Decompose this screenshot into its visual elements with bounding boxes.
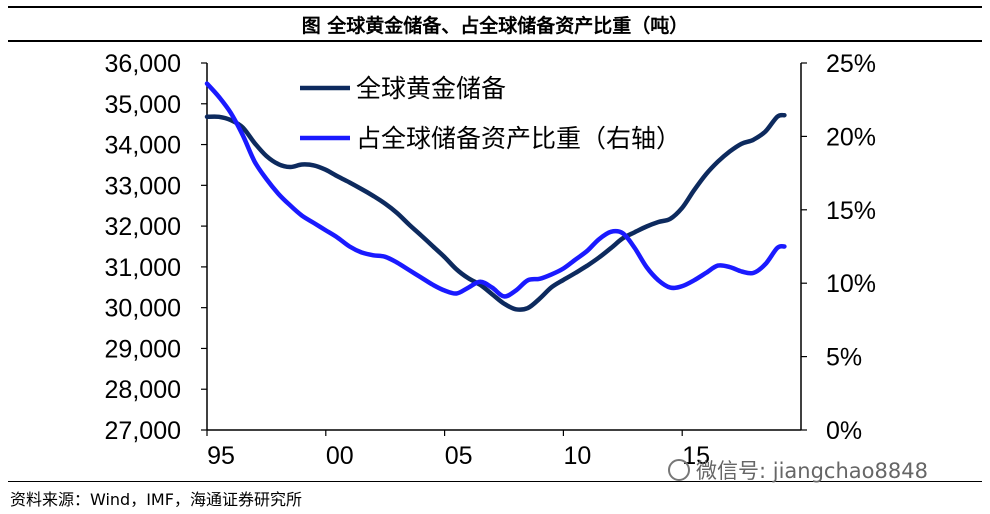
watermark: 微信号: jiangchao8848 xyxy=(668,455,928,485)
legend-label-reserve-share: 占全球储备资产比重（右轴） xyxy=(356,124,681,153)
series-line-reserve-share xyxy=(204,81,787,299)
x-tick-label: 05 xyxy=(445,442,473,470)
left-tick-label: 35,000 xyxy=(105,91,181,119)
lines-group xyxy=(204,81,787,312)
left-tick-label: 28,000 xyxy=(105,376,181,404)
wechat-icon xyxy=(668,459,690,481)
right-tick-label: 0% xyxy=(826,417,862,445)
left-tick-label: 31,000 xyxy=(105,254,181,282)
left-tick-label: 29,000 xyxy=(105,335,181,363)
source-note: 资料来源：Wind，IMF，海通证券研究所 xyxy=(10,490,302,509)
x-tick-label: 95 xyxy=(207,442,235,470)
left-tick-label: 36,000 xyxy=(105,50,181,78)
series-line-gold-reserves xyxy=(204,112,787,312)
right-tick-label: 5% xyxy=(826,344,862,372)
left-tick-label: 34,000 xyxy=(105,132,181,160)
right-tick-label: 10% xyxy=(826,270,876,298)
left-tick-label: 33,000 xyxy=(105,172,181,200)
right-tick-label: 25% xyxy=(826,50,876,78)
axes-group xyxy=(206,63,802,431)
x-tick-label: 00 xyxy=(326,442,354,470)
x-tick-label: 10 xyxy=(563,442,591,470)
footer-rule xyxy=(8,481,982,482)
right-tick-label: 20% xyxy=(826,123,876,151)
left-tick-label: 27,000 xyxy=(105,417,181,445)
left-tick-label: 30,000 xyxy=(105,295,181,323)
watermark-text: 微信号: jiangchao8848 xyxy=(696,459,928,483)
chart-title: 图 全球黄金储备、占全球储备资产比重（吨） xyxy=(8,6,982,42)
right-tick-label: 15% xyxy=(826,197,876,225)
legend-label-gold-reserves: 全球黄金储备 xyxy=(356,74,506,103)
ticks-group: 27,000 28,000 29,000 30,000 31,000 32,000 33,0… xyxy=(105,50,877,470)
left-tick-label: 32,000 xyxy=(105,213,181,241)
